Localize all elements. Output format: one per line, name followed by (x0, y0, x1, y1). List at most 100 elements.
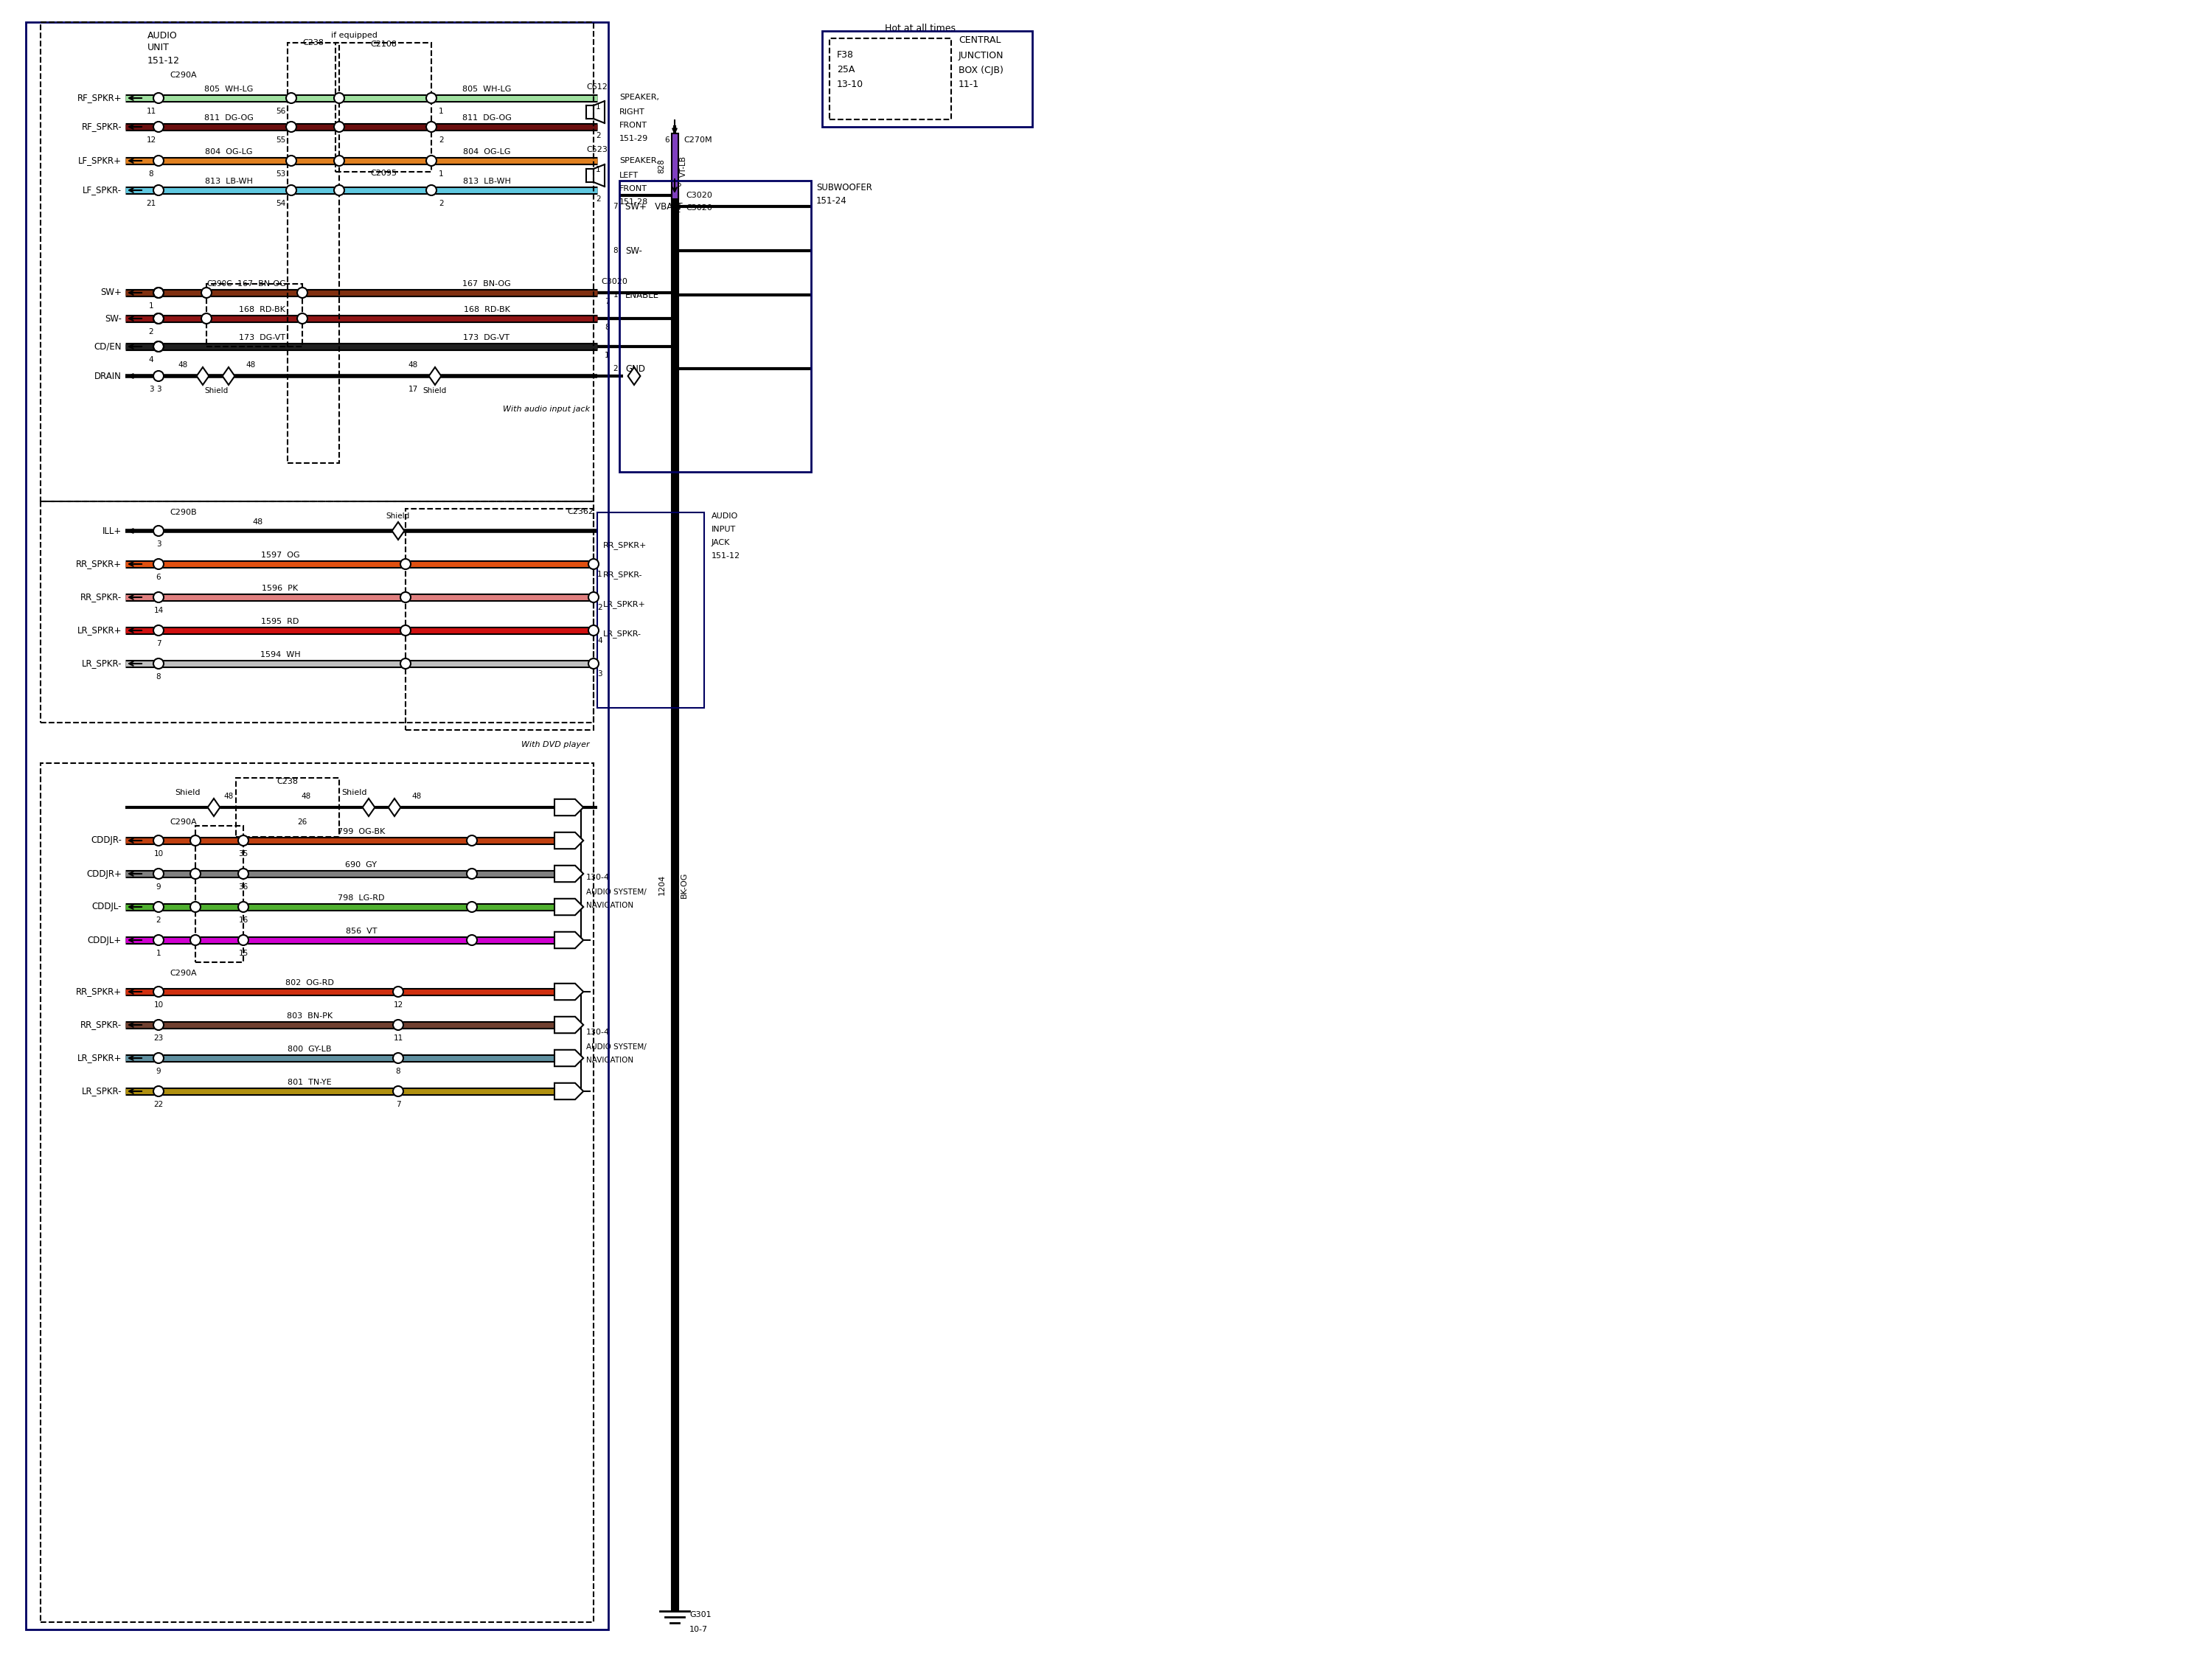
Text: 22: 22 (153, 1102, 164, 1108)
Circle shape (296, 287, 307, 299)
Circle shape (427, 93, 436, 103)
Circle shape (588, 559, 599, 569)
Text: 12: 12 (394, 1002, 403, 1009)
Circle shape (190, 936, 201, 946)
Text: 804  OG-LG: 804 OG-LG (462, 148, 511, 156)
Text: 12: 12 (146, 136, 157, 144)
Circle shape (296, 314, 307, 324)
Circle shape (153, 526, 164, 536)
Text: C290A: C290A (170, 818, 197, 826)
Circle shape (400, 625, 411, 635)
Text: 2: 2 (438, 136, 445, 144)
Text: 3: 3 (597, 670, 602, 677)
Text: LF_SPKR+: LF_SPKR+ (77, 156, 122, 166)
Text: AUDIO SYSTEM/: AUDIO SYSTEM/ (586, 1044, 646, 1050)
Text: 167  BN-OG: 167 BN-OG (462, 280, 511, 287)
Text: 1: 1 (597, 571, 602, 577)
Text: C523: C523 (586, 146, 608, 153)
Text: NAVIGATION: NAVIGATION (586, 902, 633, 909)
Text: 8: 8 (148, 171, 153, 178)
Text: Shield: Shield (422, 387, 447, 395)
Text: 10: 10 (153, 1002, 164, 1009)
Text: 130-4: 130-4 (586, 1029, 611, 1035)
Circle shape (588, 659, 599, 669)
Circle shape (427, 186, 436, 196)
Text: 801  TN-YE: 801 TN-YE (288, 1078, 332, 1087)
Text: C290C: C290C (206, 280, 232, 287)
Circle shape (153, 987, 164, 997)
Circle shape (190, 836, 201, 846)
Text: J: J (566, 869, 568, 878)
Circle shape (467, 869, 478, 879)
Text: 813  LB-WH: 813 LB-WH (206, 178, 252, 186)
Text: RF_SPKR-: RF_SPKR- (82, 123, 122, 131)
Polygon shape (429, 367, 440, 385)
Circle shape (239, 836, 248, 846)
Text: 1: 1 (604, 352, 611, 358)
Circle shape (285, 156, 296, 166)
Text: With audio input jack: With audio input jack (502, 405, 591, 413)
Text: C238: C238 (276, 778, 299, 785)
Text: 2: 2 (438, 199, 445, 207)
Circle shape (153, 287, 164, 299)
Text: RR_SPKR-: RR_SPKR- (80, 1020, 122, 1030)
Polygon shape (197, 367, 208, 385)
Circle shape (394, 987, 403, 997)
Text: AUDIO: AUDIO (148, 30, 177, 40)
Text: C290A: C290A (170, 969, 197, 977)
Text: G: G (564, 803, 571, 811)
Polygon shape (208, 798, 219, 816)
Text: 151-24: 151-24 (816, 196, 847, 206)
Circle shape (153, 342, 164, 352)
Polygon shape (223, 367, 234, 385)
Text: LR_SPKR+: LR_SPKR+ (77, 1053, 122, 1063)
Text: 798  LG-RD: 798 LG-RD (338, 894, 385, 902)
Text: 3: 3 (157, 541, 161, 547)
Text: 11-1: 11-1 (958, 80, 980, 90)
Text: 167  BN-OG: 167 BN-OG (237, 280, 285, 287)
Circle shape (153, 836, 164, 846)
Circle shape (153, 559, 164, 569)
Polygon shape (555, 866, 584, 883)
Circle shape (153, 342, 164, 352)
Text: CDDJL+: CDDJL+ (88, 936, 122, 946)
Text: 856  VT: 856 VT (345, 927, 376, 936)
Text: 1597  OG: 1597 OG (261, 551, 299, 559)
Circle shape (285, 93, 296, 103)
Text: 15: 15 (239, 949, 248, 957)
Text: AUDIO: AUDIO (712, 513, 739, 519)
Text: 36: 36 (239, 883, 248, 891)
Circle shape (153, 93, 164, 103)
Text: FRONT: FRONT (619, 186, 648, 192)
Text: K: K (564, 902, 571, 911)
Text: DRAIN: DRAIN (95, 372, 122, 382)
Text: D: D (564, 1022, 571, 1029)
Text: 151-12: 151-12 (148, 56, 179, 65)
Text: 7: 7 (604, 299, 611, 305)
Text: SW+: SW+ (100, 289, 122, 297)
Circle shape (400, 559, 411, 569)
Circle shape (394, 1020, 403, 1030)
Polygon shape (555, 800, 584, 816)
Text: UNIT: UNIT (148, 43, 170, 53)
Text: 813  LB-WH: 813 LB-WH (462, 178, 511, 186)
Text: 1: 1 (595, 166, 602, 173)
Circle shape (190, 902, 201, 912)
Text: With DVD player: With DVD player (522, 742, 591, 748)
Text: 6: 6 (157, 574, 161, 581)
Text: 23: 23 (153, 1035, 164, 1042)
Text: 7: 7 (396, 1102, 400, 1108)
Circle shape (153, 659, 164, 669)
Text: CD/EN: CD/EN (93, 342, 122, 352)
Text: 9: 9 (157, 1068, 161, 1075)
Circle shape (153, 1020, 164, 1030)
Text: 1: 1 (157, 949, 161, 957)
Text: SUBWOOFER: SUBWOOFER (816, 182, 872, 192)
Circle shape (190, 869, 201, 879)
Circle shape (467, 836, 478, 846)
Circle shape (400, 592, 411, 602)
Text: E: E (564, 1055, 571, 1062)
Text: 1: 1 (438, 171, 445, 178)
Text: 7: 7 (157, 640, 161, 647)
Text: 8: 8 (396, 1068, 400, 1075)
